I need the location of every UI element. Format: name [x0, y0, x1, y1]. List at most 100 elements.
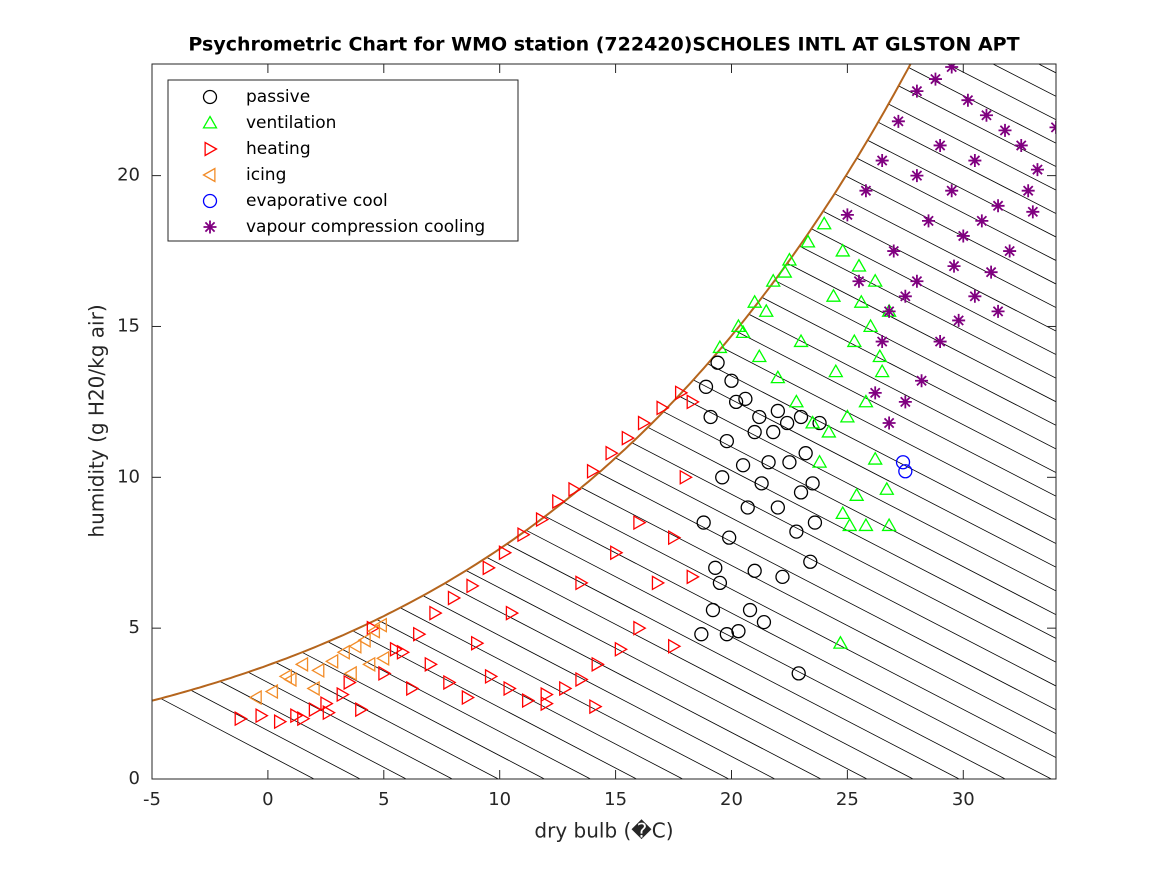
marker [991, 304, 1005, 318]
marker [521, 692, 536, 709]
marker [961, 93, 975, 107]
enthalpy-line [822, 210, 1056, 332]
marker [1026, 205, 1040, 219]
marker [968, 154, 982, 168]
x-tick-label: 30 [952, 789, 975, 810]
marker [945, 184, 959, 198]
marker [875, 335, 889, 349]
marker [952, 313, 966, 327]
marker [466, 578, 480, 594]
marker [705, 602, 721, 618]
legend-label: vapour compression cooling [246, 217, 485, 237]
marker [591, 656, 605, 672]
marker [910, 169, 924, 183]
x-tick-label: 15 [604, 789, 627, 810]
marker [835, 243, 851, 257]
enthalpy-line [787, 262, 1056, 403]
chart-title: Psychrometric Chart for WMO station (722… [188, 34, 1019, 56]
marker [862, 318, 879, 332]
enthalpy-line [563, 501, 1056, 758]
marker [703, 409, 718, 425]
enthalpy-line [721, 347, 1056, 521]
enthalpy-line [774, 280, 1056, 426]
marker [336, 686, 350, 703]
enthalpy-line [486, 557, 914, 779]
marker [825, 288, 842, 302]
marker [770, 369, 786, 384]
marker [306, 680, 320, 697]
marker [674, 385, 689, 401]
marker [202, 167, 216, 183]
marker [758, 303, 774, 317]
marker [708, 560, 723, 575]
marker [482, 560, 496, 576]
marker [234, 711, 248, 727]
marker [875, 154, 889, 168]
enthalpy-line [799, 245, 1056, 379]
marker [895, 455, 911, 470]
marker [568, 481, 582, 497]
marker [614, 641, 629, 657]
enthalpy-line [615, 457, 1056, 687]
enthalpy-line [663, 411, 1056, 616]
marker [747, 563, 762, 578]
x-tick-label: 25 [836, 789, 859, 810]
enthalpy-line [190, 689, 361, 779]
marker [879, 481, 895, 495]
marker [811, 454, 828, 468]
marker [766, 424, 781, 440]
marker [447, 590, 462, 606]
marker [1021, 184, 1035, 198]
marker [791, 666, 806, 681]
marker [821, 424, 837, 438]
enthalpy-line [275, 662, 499, 779]
y-tick-label: 5 [129, 617, 140, 638]
marker [668, 530, 682, 546]
marker [283, 671, 297, 688]
marker [777, 264, 793, 278]
marker [853, 294, 869, 308]
marker [605, 445, 619, 461]
marker [793, 409, 809, 425]
legend-label: icing [246, 165, 286, 185]
marker [406, 680, 420, 697]
marker [290, 708, 304, 724]
marker [998, 123, 1012, 137]
marker [362, 656, 376, 672]
marker [731, 624, 746, 639]
marker [735, 324, 751, 339]
enthalpy-line [465, 570, 868, 779]
marker [882, 304, 896, 318]
marker [1014, 138, 1028, 152]
marker [915, 374, 929, 388]
marker [552, 493, 566, 510]
marker [517, 527, 531, 543]
marker [535, 511, 550, 528]
marker [807, 515, 823, 530]
marker [835, 505, 851, 520]
marker [273, 714, 288, 730]
enthalpy-line [327, 641, 591, 779]
enthalpy-line [444, 582, 822, 779]
marker [781, 252, 798, 266]
marker [651, 575, 666, 591]
marker [868, 386, 882, 400]
marker [754, 476, 769, 491]
enthalpy-line [400, 607, 729, 779]
enthalpy-line [811, 228, 1056, 356]
enthalpy-line [422, 595, 775, 779]
marker [1003, 244, 1017, 258]
marker [898, 395, 912, 409]
marker [898, 289, 912, 303]
marker [846, 333, 862, 348]
marker [782, 455, 797, 470]
marker [828, 363, 844, 378]
marker [503, 680, 517, 697]
x-tick-label: 20 [720, 789, 743, 810]
marker [719, 433, 735, 449]
marker [761, 455, 776, 470]
marker [343, 674, 357, 691]
marker [633, 514, 647, 531]
marker [712, 575, 728, 591]
